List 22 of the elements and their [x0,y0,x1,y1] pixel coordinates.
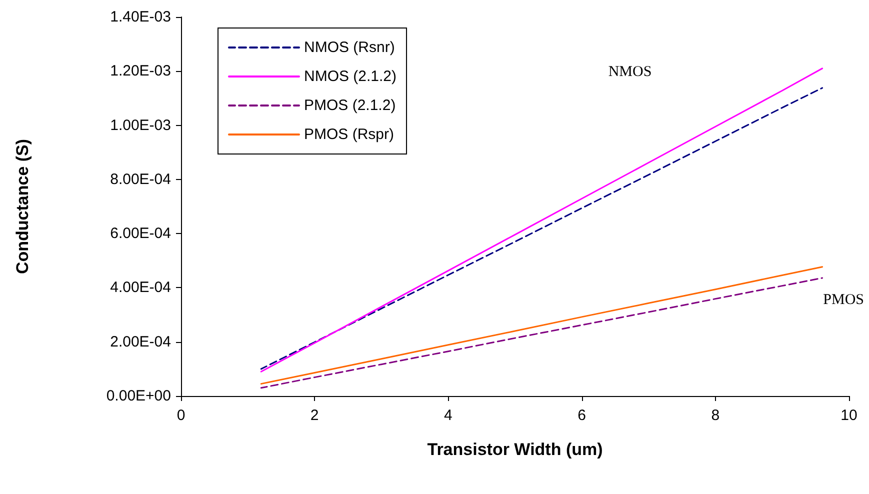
x-tick-label: 10 [840,407,858,424]
x-tick-label: 4 [444,407,452,424]
y-tick-label: 1.20E-03 [110,62,171,80]
legend-label: NMOS (Rsnr) [304,39,395,56]
annotation: PMOS [823,292,864,308]
y-tick-label: 1.40E-03 [110,8,171,26]
y-axis-title: Conductance (S) [13,138,32,274]
legend-label: PMOS (Rspr) [304,126,394,143]
x-tick-label: 8 [711,407,720,424]
annotation: NMOS [608,64,652,80]
y-tick-label: 8.00E-04 [110,170,171,188]
y-tick-label: 4.00E-04 [110,279,171,296]
y-tick-label: 0.00E+00 [106,388,171,404]
y-tick-label: 1.00E-03 [110,116,171,134]
x-tick-label: 6 [578,407,586,424]
x-tick-label: 2 [310,407,319,424]
x-axis-title: Transistor Width (um) [427,440,603,459]
y-tick-label: 6.00E-04 [110,225,171,242]
legend-label: NMOS (2.1.2) [304,68,397,85]
x-tick-label: 0 [176,407,186,424]
legend-label: PMOS (2.1.2) [304,97,396,114]
y-tick-label: 2.00E-04 [110,333,171,350]
